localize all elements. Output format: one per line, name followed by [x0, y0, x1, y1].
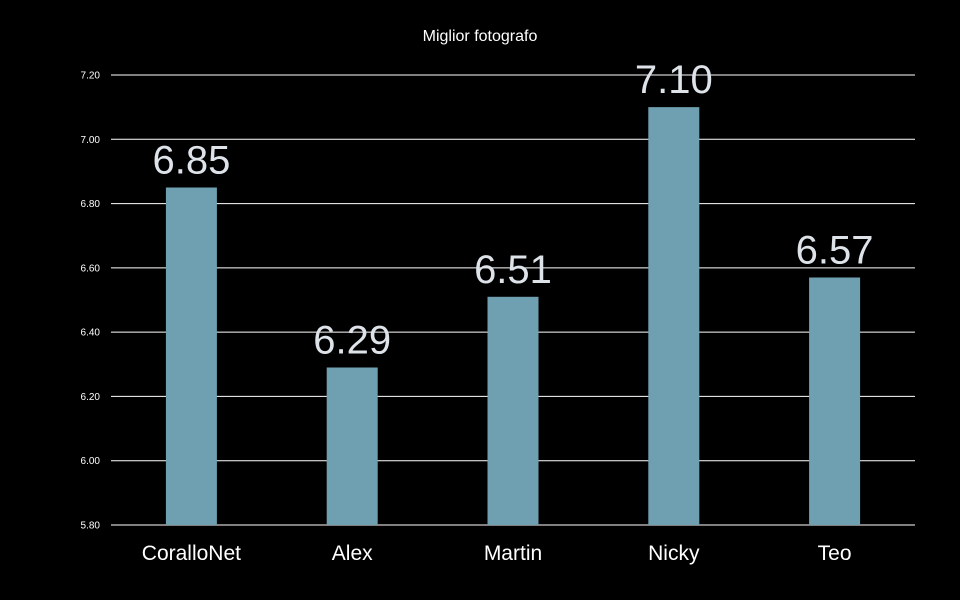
y-tick-label: 6.20	[81, 392, 101, 403]
y-tick-label: 6.80	[81, 199, 101, 210]
x-tick-label: Alex	[332, 542, 373, 565]
y-tick-label: 6.40	[81, 328, 101, 339]
data-label: 6.51	[474, 248, 552, 292]
x-tick-label: Martin	[484, 542, 542, 565]
x-tick-label: Teo	[818, 542, 852, 565]
bar	[648, 107, 700, 526]
y-axis-ticks: 5.80 6.00 6.20 6.40 6.60 6.80 7.00 7.20	[81, 71, 101, 532]
y-tick-label: 6.60	[81, 263, 101, 274]
bars	[165, 107, 861, 526]
y-tick-label: 6.00	[81, 456, 101, 467]
chart-title: Miglior fotografo	[423, 28, 538, 45]
bar	[326, 367, 378, 525]
bar	[165, 187, 217, 525]
y-tick-label: 5.80	[81, 521, 101, 532]
data-label: 6.85	[152, 139, 230, 183]
x-axis-ticks: CoralloNet Alex Martin Nicky Teo	[142, 542, 852, 565]
y-tick-label: 7.00	[81, 135, 101, 146]
bar	[809, 277, 861, 525]
x-tick-label: CoralloNet	[142, 542, 241, 565]
data-label: 7.10	[635, 58, 713, 102]
y-tick-label: 7.20	[81, 71, 101, 82]
x-tick-label: Nicky	[648, 542, 700, 565]
data-label: 6.29	[313, 319, 391, 363]
data-label: 6.57	[796, 229, 874, 273]
bar	[487, 296, 539, 525]
data-labels: 6.85 6.29 6.51 7.10 6.57	[152, 58, 873, 362]
